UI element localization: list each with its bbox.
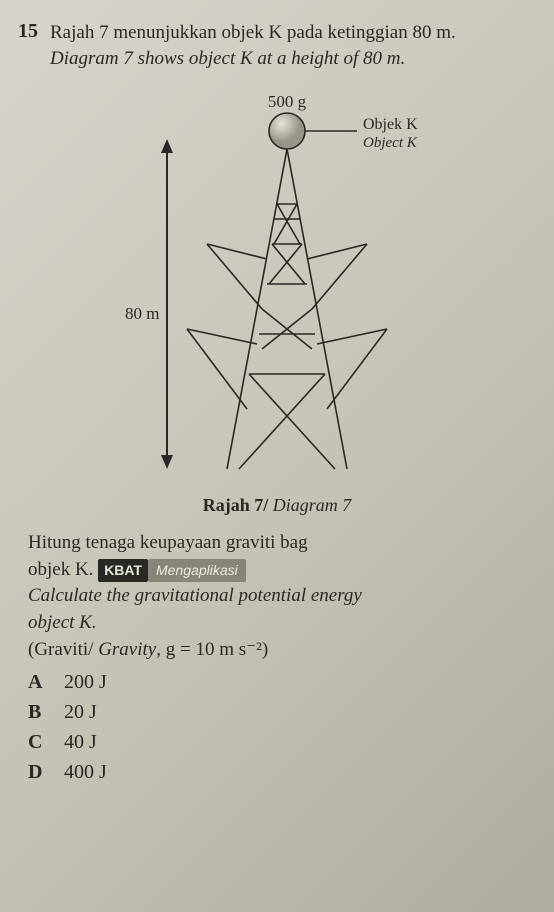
mass-label: 500 g xyxy=(268,92,307,111)
option-letter-b: B xyxy=(28,697,50,727)
caption-ms: Rajah 7/ xyxy=(203,495,269,515)
prompt-en-line: Calculate the gravitational potential en… xyxy=(28,583,536,636)
height-label: 80 m xyxy=(125,304,159,323)
question-text-ms: Rajah 7 menunjukkan objek K pada ketingg… xyxy=(50,22,456,43)
gravity-val: , g = 10 m s⁻²) xyxy=(156,639,268,660)
option-a[interactable]: A 200 J xyxy=(28,667,536,697)
option-value-a: 200 J xyxy=(64,667,107,697)
option-c[interactable]: C 40 J xyxy=(28,727,536,757)
question-text-en: Diagram 7 shows object K at a height of … xyxy=(50,48,405,69)
option-letter-a: A xyxy=(28,667,50,697)
diagram-container: 500 g Objek K Object K 80 m xyxy=(18,89,536,489)
gravity-en: Gravity xyxy=(93,639,156,660)
option-letter-c: C xyxy=(28,727,50,757)
gravity-ms: (Graviti/ xyxy=(28,639,93,660)
option-b[interactable]: B 20 J xyxy=(28,697,536,727)
tower-lines xyxy=(187,149,387,469)
diagram-caption: Rajah 7/ Diagram 7 xyxy=(18,495,536,516)
object-k-ball xyxy=(269,113,305,149)
question-number: 15 xyxy=(18,20,38,71)
arrow-head-top xyxy=(161,139,173,153)
gravity-line: (Graviti/ Gravity, g = 10 m s⁻²) xyxy=(28,637,536,664)
option-value-c: 40 J xyxy=(64,727,97,757)
object-label-ms: Objek K xyxy=(363,116,418,133)
arrow-head-bottom xyxy=(161,455,173,469)
option-value-d: 400 J xyxy=(64,757,107,787)
prompt-block: Hitung tenaga keupayaan graviti bag obje… xyxy=(28,530,536,663)
options-list: A 200 J B 20 J C 40 J D 400 J xyxy=(28,667,536,787)
object-label-en: Object K xyxy=(363,135,418,151)
question-text: Rajah 7 menunjukkan objek K pada ketingg… xyxy=(50,20,536,71)
kbat-sub-badge: Mengaplikasi xyxy=(148,559,246,583)
question-row: 15 Rajah 7 menunjukkan objek K pada keti… xyxy=(18,20,536,71)
caption-en: Diagram 7 xyxy=(268,495,351,515)
option-value-b: 20 J xyxy=(64,697,97,727)
tower-diagram: 500 g Objek K Object K 80 m xyxy=(77,89,477,489)
prompt-ms-line: Hitung tenaga keupayaan graviti bag obje… xyxy=(28,530,536,583)
option-letter-d: D xyxy=(28,757,50,787)
kbat-badge: KBAT xyxy=(98,559,148,583)
option-d[interactable]: D 400 J xyxy=(28,757,536,787)
